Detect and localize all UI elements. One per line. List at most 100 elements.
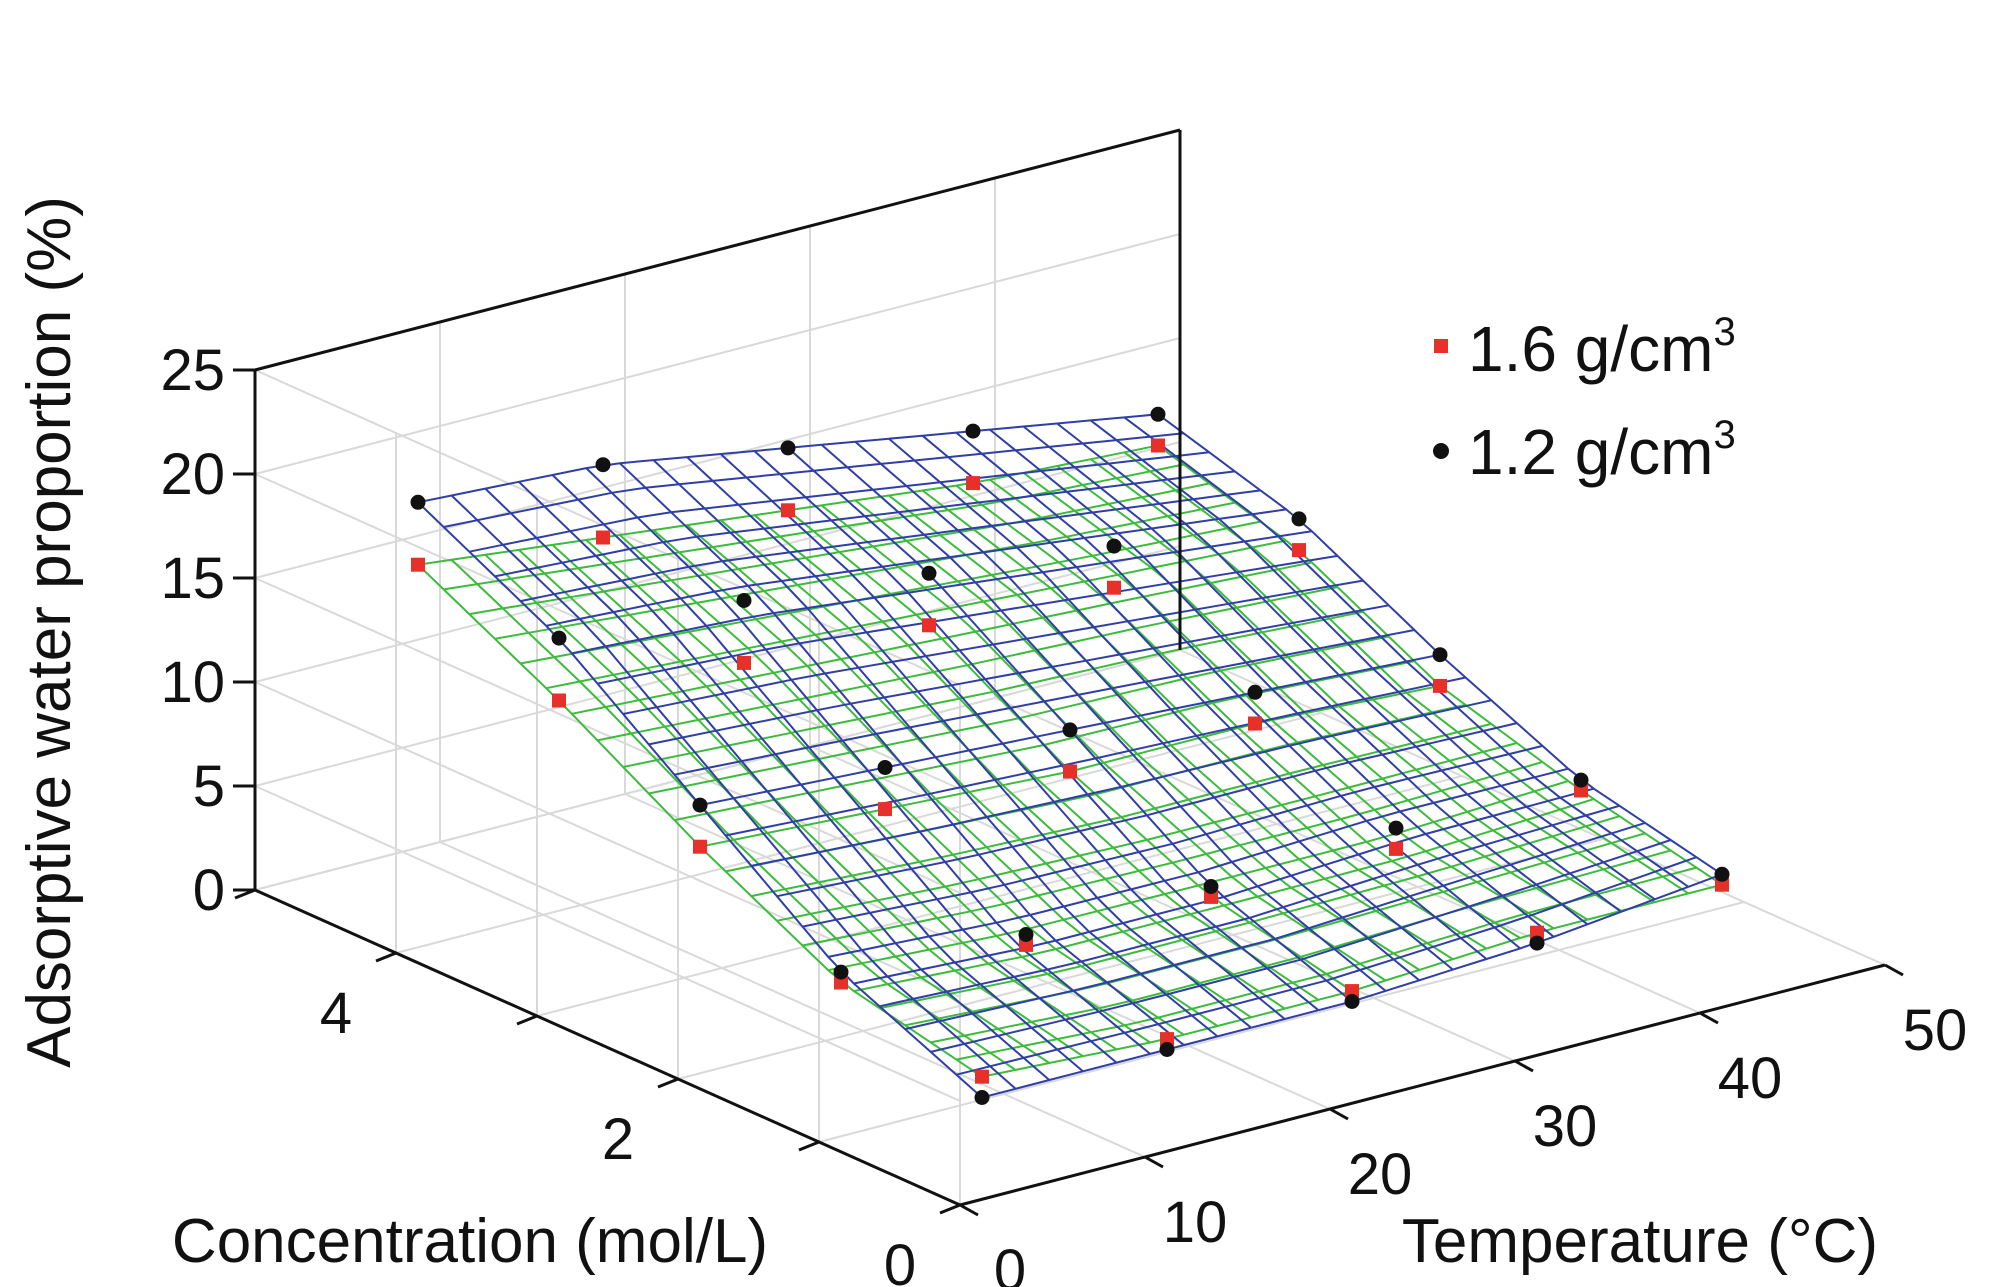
x-tick-label: 10: [1163, 1190, 1228, 1255]
data-point-series-0: [966, 476, 980, 491]
surface-mesh-line: [597, 554, 1338, 685]
surface-mesh-line: [956, 856, 1697, 1076]
data-point-series-0: [922, 618, 936, 633]
surface-mesh-line: [597, 586, 1338, 742]
z-tick-label: 0: [193, 858, 225, 923]
back-wall-grid-line: [254, 233, 1181, 475]
x-tick-mark: [1329, 1107, 1349, 1121]
box-edge: [254, 128, 1181, 372]
floor-grid-line: [1179, 649, 1886, 966]
data-point-series-1: [974, 1090, 990, 1105]
floor-grid-line: [677, 838, 1604, 1080]
data-point-series-1: [1714, 866, 1730, 882]
data-point-series-1: [1344, 994, 1360, 1009]
data-point-series-0: [1715, 877, 1729, 892]
surface-mesh-line: [802, 744, 1543, 928]
surface-mesh-line: [674, 629, 1415, 776]
surface-mesh-line: [802, 761, 1543, 947]
z-tick-label: 5: [193, 754, 225, 819]
surface-mesh-line: [751, 699, 1492, 867]
y-axis-line: [254, 888, 961, 1207]
data-point-series-1: [1159, 1042, 1175, 1057]
data-point-series-1: [1062, 722, 1078, 738]
data-point-series-1: [877, 760, 893, 775]
x-tick-mark: [959, 1203, 979, 1217]
surface-mesh-line: [443, 432, 1184, 528]
x-axis-line: [959, 963, 1886, 1207]
floor-grid-line: [994, 697, 1701, 1014]
data-point-series-0: [1107, 580, 1121, 595]
data-point-series-1: [1018, 927, 1034, 942]
data-point-series-0: [1151, 438, 1165, 453]
data-point-series-0: [1019, 937, 1033, 952]
data-point-series-1: [1106, 538, 1122, 554]
axis-layer: [233, 128, 1904, 1217]
data-point-series-0: [1530, 925, 1544, 940]
data-point-series-1: [965, 423, 981, 439]
x-tick-label: 20: [1348, 1142, 1413, 1207]
legend-label: 1.6 g/cm3: [1468, 310, 1736, 385]
y-axis-title: Concentration (mol/L): [172, 1207, 768, 1276]
data-point-series-1: [595, 457, 611, 473]
surface-mesh-line: [520, 520, 1261, 665]
side-wall-grid-line: [254, 785, 961, 1102]
z-tick-label: 25: [160, 338, 225, 403]
x-tick-label: 40: [1718, 1046, 1783, 1111]
y-tick-mark: [375, 951, 397, 963]
back-wall-grid-line: [254, 337, 1181, 579]
data-point-series-0: [1160, 1032, 1174, 1047]
y-tick-mark: [798, 1140, 820, 1152]
data-point-series-1: [692, 797, 708, 813]
data-point-series-1: [780, 440, 796, 456]
floor-grid-line: [818, 901, 1745, 1143]
legend-marker-square: [1434, 339, 1448, 353]
data-point-series-0: [975, 1069, 989, 1084]
x-tick-mark: [1514, 1059, 1534, 1073]
surface-mesh-line: [545, 508, 1287, 627]
surface-mesh-line: [546, 539, 1287, 690]
data-point-series-1: [410, 494, 426, 510]
surface-mesh-line: [571, 530, 1312, 655]
data-point-series-0: [878, 802, 892, 817]
floor-grid-line: [395, 712, 1322, 954]
data-point-series-0: [1204, 889, 1218, 904]
data-point-series-0: [596, 530, 610, 545]
data-point-series-0: [552, 693, 566, 708]
x-tick-label: 0: [994, 1238, 1026, 1287]
data-point-series-1: [1432, 647, 1448, 663]
floor-grid-line: [624, 793, 1331, 1110]
data-point-series-0: [1345, 984, 1359, 999]
z-tick-label: 10: [160, 650, 225, 715]
data-point-series-1: [1388, 820, 1404, 836]
y-tick-mark: [234, 888, 256, 900]
surface-mesh-line: [828, 767, 1569, 958]
data-point-series-0: [411, 557, 425, 572]
data-point-series-1: [833, 964, 849, 980]
surface-mesh-line: [930, 849, 1671, 1044]
surface-mesh-line: [494, 470, 1236, 578]
data-point-series-1: [921, 565, 937, 581]
y-tick-label: 4: [320, 981, 352, 1046]
surface-mesh-line: [776, 742, 1518, 922]
z-tick-label: 15: [160, 546, 225, 611]
surface-mesh-line: [853, 798, 1595, 993]
data-point-series-0: [737, 655, 751, 670]
data-point-series-0: [1574, 783, 1588, 798]
y-tick-label: 2: [602, 1107, 634, 1172]
side-wall-grid-line: [254, 577, 961, 894]
x-tick-label: 30: [1533, 1094, 1598, 1159]
x-axis-title: Temperature (°C): [1402, 1207, 1878, 1276]
y-tick-mark: [657, 1077, 679, 1089]
data-point-series-1: [1291, 511, 1307, 527]
surface-mesh-line: [520, 489, 1261, 603]
data-point-series-0: [1248, 716, 1262, 731]
data-point-series-0: [1433, 678, 1447, 693]
surface-mesh-line: [879, 804, 1620, 1008]
z-axis-title: Adsorptive water proportion (%): [15, 196, 84, 1068]
legend-label: 1.2 g/cm3: [1468, 413, 1736, 488]
data-point-series-0: [1063, 764, 1077, 779]
legend: 1.6 g/cm3 1.2 g/cm3: [1433, 310, 1736, 488]
z-tick-label: 20: [160, 442, 225, 507]
surface-mesh-line: [585, 539, 1151, 1044]
